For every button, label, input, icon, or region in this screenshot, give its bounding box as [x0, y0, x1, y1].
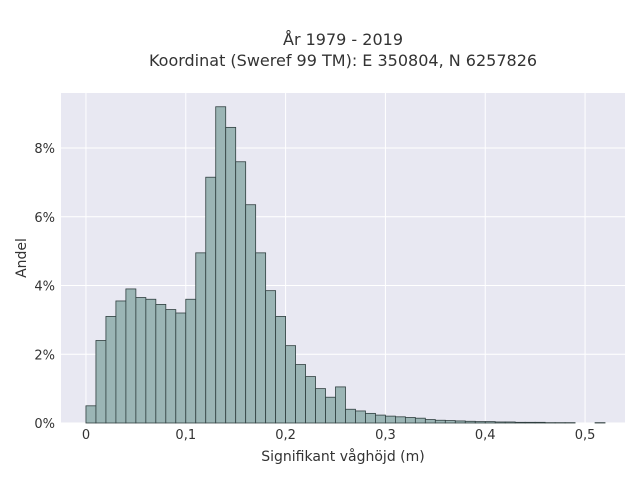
histogram-bar — [315, 388, 326, 424]
y-tick-label: 0% — [34, 417, 55, 432]
histogram-bar — [235, 161, 247, 424]
x-tick-label: 0,2 — [275, 428, 296, 443]
histogram-bar — [105, 316, 117, 424]
histogram-bar — [305, 376, 316, 424]
histogram-bar — [414, 417, 426, 424]
histogram-bar — [335, 386, 346, 424]
histogram-bar — [345, 408, 356, 424]
y-tick-label: 8% — [34, 142, 55, 157]
y-tick-label: 4% — [34, 280, 55, 295]
histogram-bar — [215, 106, 227, 424]
histogram-bar — [175, 312, 187, 424]
histogram-bar — [205, 176, 217, 424]
x-tick-label: 0,1 — [175, 428, 196, 443]
bars — [85, 106, 606, 424]
histogram-bar — [484, 421, 496, 424]
x-tick-label: 0,3 — [375, 428, 396, 443]
histogram-bar — [504, 421, 516, 424]
histogram-bar — [125, 288, 137, 424]
histogram-bar — [245, 204, 257, 424]
histogram-bar — [474, 421, 486, 424]
histogram-bar — [375, 414, 386, 424]
histogram-bar — [464, 420, 476, 424]
histogram-bar — [434, 419, 446, 424]
x-axis-ticks: 0 0,1 0,2 0,3 0,4 0,5 — [82, 428, 596, 443]
histogram-bar — [365, 412, 376, 424]
histogram-bar — [355, 410, 366, 424]
histogram-bar — [524, 421, 536, 424]
histogram-bar — [265, 290, 277, 424]
histogram-bar — [135, 297, 147, 424]
histogram-bar — [395, 416, 406, 424]
histogram-bar — [295, 364, 306, 424]
histogram-bar — [534, 421, 546, 424]
histogram-bar — [225, 126, 237, 424]
y-tick-label: 2% — [34, 348, 55, 363]
chart-title-line-2: Koordinat (Sweref 99 TM): E 350804, N 62… — [149, 51, 537, 70]
histogram-bar — [195, 252, 207, 424]
histogram-bar — [95, 340, 107, 424]
y-axis-label: Andel — [14, 238, 30, 278]
histogram-bar — [514, 421, 526, 424]
histogram-bar — [454, 420, 466, 424]
x-tick-label: 0,5 — [575, 428, 596, 443]
histogram-bar — [404, 417, 416, 424]
x-axis-label: Signifikant våghöjd (m) — [261, 448, 424, 465]
histogram-bar — [325, 396, 336, 424]
histogram-bar — [155, 304, 167, 424]
histogram-bar — [424, 419, 436, 424]
histogram-bar — [185, 298, 197, 424]
histogram-bar — [385, 415, 396, 424]
chart-title-line-1: År 1979 - 2019 — [283, 30, 403, 49]
histogram-bar — [494, 421, 506, 424]
histogram-bar — [285, 345, 296, 424]
histogram-bar — [275, 316, 287, 424]
histogram-bar — [115, 300, 127, 424]
x-tick-label: 0,4 — [475, 428, 496, 443]
histogram-bar — [444, 420, 456, 424]
histogram-bar — [145, 298, 157, 424]
y-axis-ticks: 0% 2% 4% 6% 8% — [34, 142, 55, 432]
y-tick-label: 6% — [34, 211, 55, 226]
histogram-bar — [85, 405, 97, 424]
x-tick-label: 0 — [82, 428, 90, 443]
histogram-bar — [255, 252, 267, 424]
histogram-bar — [165, 309, 177, 424]
